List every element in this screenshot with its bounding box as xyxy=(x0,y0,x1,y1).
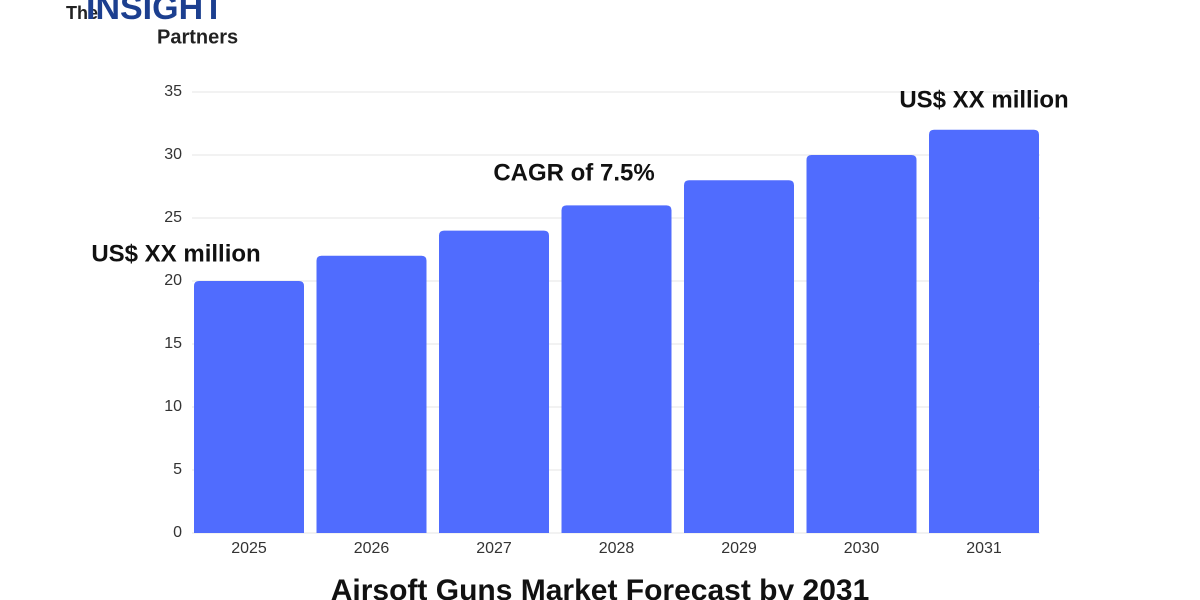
logo-suffix: Partners xyxy=(157,26,238,48)
y-tick-label: 30 xyxy=(164,146,182,163)
bar xyxy=(316,255,427,534)
x-tick-label: 2030 xyxy=(844,540,880,557)
x-tick-label: 2029 xyxy=(721,540,757,557)
y-tick-label: 10 xyxy=(164,398,182,415)
bar xyxy=(439,230,549,533)
y-tick-label: 25 xyxy=(164,209,182,226)
bar xyxy=(194,281,304,533)
logo-prefix: The xyxy=(66,3,98,23)
x-tick-label: 2026 xyxy=(354,540,390,557)
x-tick-label: 2031 xyxy=(966,540,1002,557)
x-tick-label: 2028 xyxy=(599,540,635,557)
y-tick-label: 5 xyxy=(173,461,182,478)
x-tick-label: 2027 xyxy=(476,540,512,557)
y-tick-label: 35 xyxy=(164,83,182,100)
annotation: US$ XX million xyxy=(91,240,260,267)
annotation: CAGR of 7.5% xyxy=(493,159,654,186)
annotation: US$ XX million xyxy=(899,86,1068,113)
x-tick-label: 2025 xyxy=(231,540,267,557)
logo-name: INSIGHT xyxy=(86,0,224,27)
y-tick-label: 15 xyxy=(164,335,182,352)
bar xyxy=(561,205,672,533)
y-tick-label: 0 xyxy=(173,524,182,541)
bar xyxy=(684,180,794,533)
bar xyxy=(806,155,917,533)
y-tick-label: 20 xyxy=(164,272,182,289)
bar xyxy=(929,129,1039,534)
chart-title: Airsoft Guns Market Forecast by 2031 xyxy=(331,574,870,600)
